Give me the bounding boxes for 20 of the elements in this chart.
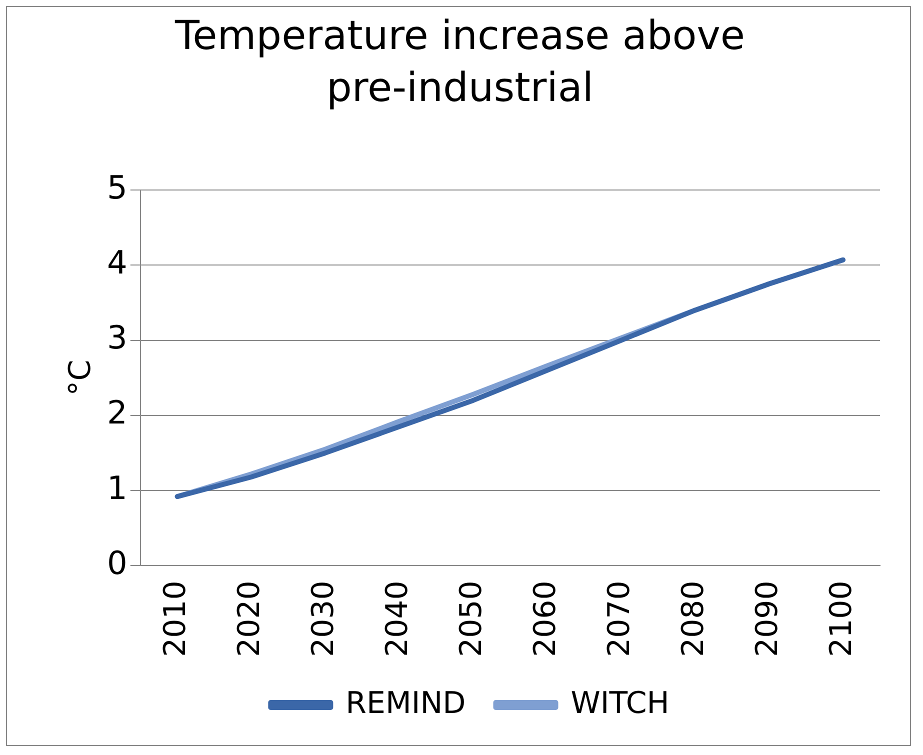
y-axis-title: °C <box>62 360 98 396</box>
legend-label: WITCH <box>570 686 670 721</box>
y-tick-label: 1 <box>107 468 128 507</box>
x-tick-label: 2030 <box>306 580 342 658</box>
y-tick-label: 0 <box>107 544 128 582</box>
x-tick-label: 2040 <box>380 580 416 658</box>
y-tick-label: 5 <box>107 168 128 206</box>
x-tick-label: 2060 <box>528 580 563 658</box>
y-tick-label: 2 <box>107 394 128 432</box>
legend-label: REMIND <box>346 686 466 721</box>
y-tick-label: 3 <box>107 318 128 357</box>
x-tick-label: 2090 <box>750 580 785 658</box>
x-tick-label: 2070 <box>602 580 637 658</box>
x-tick-label: 2080 <box>676 580 711 658</box>
chart-title: Temperature increase above pre-industrial <box>174 12 746 113</box>
x-tick-label: 2100 <box>824 580 859 658</box>
x-tick-label: 2050 <box>454 580 489 658</box>
y-tick-label: 4 <box>107 243 128 282</box>
x-tick-label: 2020 <box>232 580 268 658</box>
x-tick-label: 2010 <box>158 580 194 658</box>
